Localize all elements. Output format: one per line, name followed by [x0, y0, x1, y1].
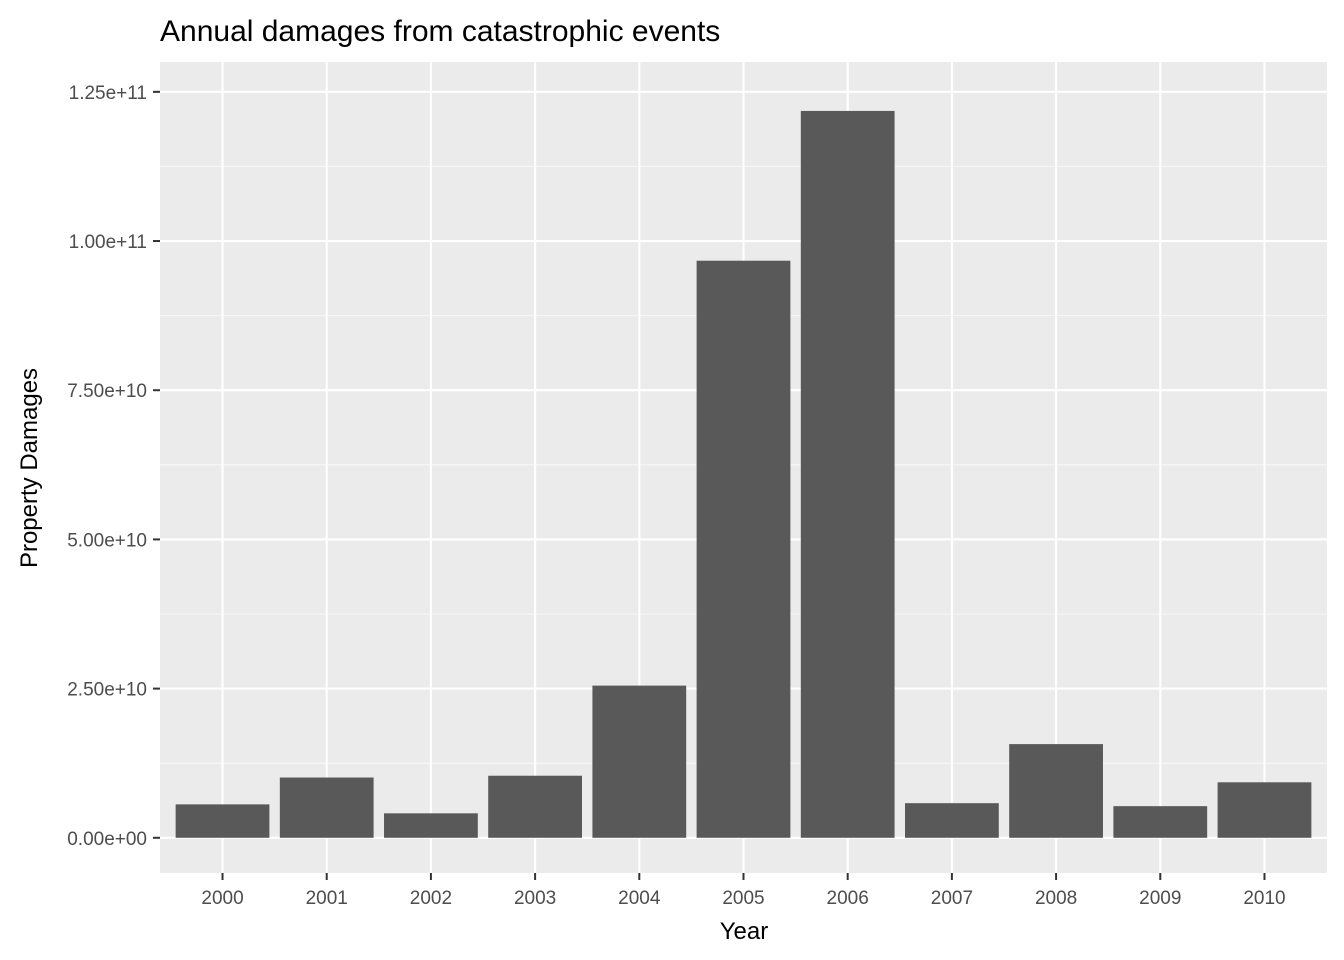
y-tick-label: 0.00e+00: [67, 829, 147, 850]
bar-2005: [696, 260, 791, 838]
y-tick-label: 2.50e+10: [67, 680, 147, 701]
y-axis-title: Property Damages: [16, 368, 43, 568]
bar-2007: [905, 803, 999, 838]
bar-2006: [800, 110, 895, 838]
y-tick-label: 5.00e+10: [67, 530, 147, 551]
bar-2004: [592, 685, 687, 838]
x-axis: 2000 2001 2002 2003 2004 2005 2006 2007 2008 2009…: [201, 873, 1286, 909]
grid-lines: [160, 62, 1327, 873]
chart-title: Annual damages from catastrophic events: [160, 15, 720, 48]
bar-2009: [1113, 806, 1208, 838]
x-tick-label: 2008: [1035, 888, 1077, 909]
y-tick-label: 1.00e+11: [69, 232, 147, 253]
x-tick-label: 2003: [514, 888, 556, 909]
bar-2001: [279, 777, 374, 838]
bar-2000: [175, 804, 270, 838]
x-tick-label: 2004: [618, 888, 661, 909]
x-tick-label: 2006: [827, 888, 869, 909]
bars: [175, 110, 1312, 838]
x-tick-label: 2001: [306, 888, 348, 909]
y-axis: 0.00e+00 2.50e+10 5.00e+10 7.50e+10 1.00e+11…: [67, 83, 160, 850]
x-tick-label: 2002: [410, 888, 452, 909]
x-tick-label: 2007: [931, 888, 973, 909]
y-tick-label: 1.25e+11: [69, 83, 147, 104]
bar-2010: [1217, 782, 1312, 838]
x-tick-label: 2000: [201, 888, 243, 909]
y-tick-label: 7.50e+10: [67, 381, 147, 402]
x-tick-label: 2010: [1243, 888, 1285, 909]
x-tick-label: 2009: [1139, 888, 1181, 909]
x-axis-title: Year: [720, 918, 769, 945]
bar-2003: [488, 775, 582, 838]
bar-2008: [1009, 744, 1103, 838]
x-tick-label: 2005: [722, 888, 764, 909]
bar-2002: [384, 813, 478, 838]
